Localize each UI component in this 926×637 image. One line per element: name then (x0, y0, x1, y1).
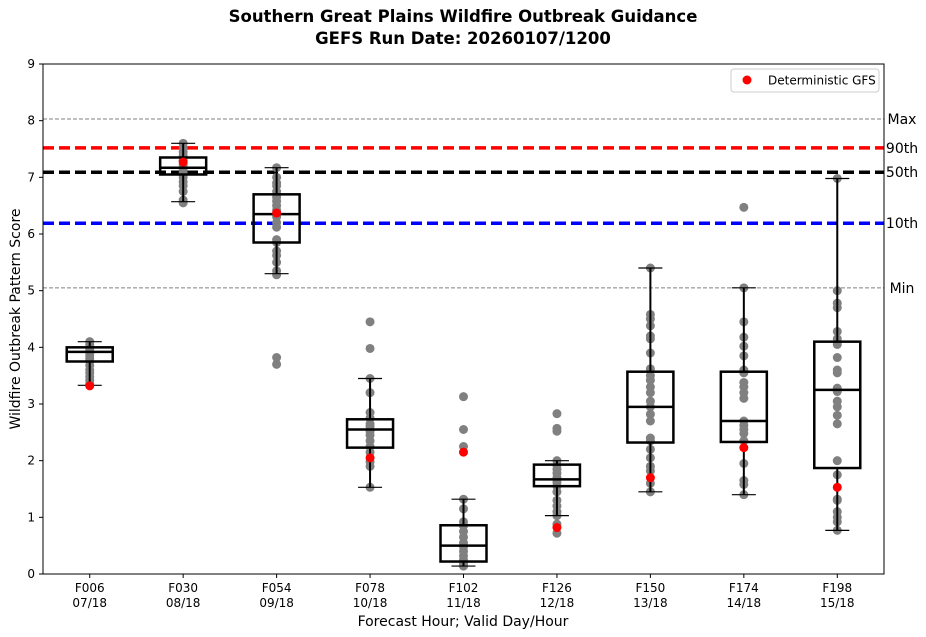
reference-label-max: Max (888, 112, 917, 128)
box-f006 (65, 337, 114, 391)
deterministic-gfs-point (459, 447, 468, 457)
ensemble-member-point (832, 402, 842, 412)
x-tick-label-valid: 07/18 (72, 596, 107, 610)
deterministic-gfs-point (552, 523, 562, 533)
x-tick-label-hour: F150 (635, 581, 665, 595)
ensemble-member-point (272, 222, 282, 232)
chart-subtitle: GEFS Run Date: 20260107/1200 (315, 29, 611, 48)
ensemble-member-point (832, 353, 842, 363)
ensemble-member-point (832, 387, 842, 397)
ensemble-member-point (365, 343, 375, 353)
reference-label-50th: 50th (886, 165, 918, 181)
x-tick-label-hour: F198 (822, 581, 852, 595)
y-tick-label: 8 (27, 114, 35, 128)
y-tick-label: 5 (27, 284, 35, 298)
box-iqr (439, 524, 488, 563)
ensemble-member-point (552, 426, 562, 436)
ensemble-member-point (459, 392, 468, 402)
box-f078 (345, 317, 395, 492)
box-f150 (626, 263, 675, 497)
ensemble-member-point (832, 419, 842, 429)
box-f198 (813, 173, 862, 535)
ensemble-member-point (832, 410, 842, 420)
y-tick-label: 3 (27, 397, 35, 411)
reference-label-min: Min (890, 281, 915, 297)
legend: Deterministic GFS (730, 68, 880, 93)
box-iqr (719, 370, 769, 444)
x-tick-label-valid: 13/18 (633, 596, 668, 610)
box-iqr (252, 193, 301, 244)
deterministic-gfs-point (272, 208, 282, 218)
legend-marker-deterministic (742, 75, 752, 85)
deterministic-gfs-point (739, 443, 749, 453)
box-iqr (813, 340, 862, 470)
box-f054 (252, 163, 301, 369)
x-axis-label: Forecast Hour; Valid Day/Hour (358, 614, 569, 630)
chart-title: Southern Great Plains Wildfire Outbreak … (229, 7, 698, 26)
legend-frame (730, 68, 880, 93)
y-tick-label: 4 (27, 340, 35, 354)
x-tick-label-valid: 10/18 (353, 596, 388, 610)
box-iqr (65, 346, 114, 363)
ensemble-member-point (739, 428, 749, 438)
deterministic-gfs-point (85, 381, 95, 391)
box-f102 (439, 392, 488, 571)
ensemble-member-point (459, 425, 468, 434)
ensemble-member-point (645, 416, 655, 426)
box-iqr (345, 418, 395, 449)
x-tick-label-valid: 15/18 (820, 596, 855, 610)
x-tick-label-hour: F078 (355, 581, 385, 595)
x-tick-label-hour: F054 (262, 581, 292, 595)
ensemble-member-point (739, 393, 749, 403)
x-tick-label-valid: 11/18 (446, 596, 481, 610)
reference-label-10th: 10th (886, 216, 918, 232)
ensemble-member-point (645, 388, 655, 398)
x-tick-label-hour: F174 (729, 581, 759, 595)
ensemble-member-point (552, 409, 562, 419)
ensemble-member-point (645, 375, 655, 385)
x-tick-label-valid: 08/18 (166, 596, 201, 610)
y-tick-label: 6 (27, 227, 35, 241)
ensemble-member-point (365, 317, 375, 327)
deterministic-gfs-point (832, 482, 842, 492)
y-tick-label: 7 (27, 170, 35, 184)
box-f126 (532, 409, 582, 538)
x-tick-label-valid: 14/18 (727, 596, 762, 610)
x-tick-label-hour: F006 (75, 581, 105, 595)
y-tick-label: 2 (27, 454, 35, 468)
box-iqr (158, 156, 208, 176)
legend-label-deterministic: Deterministic GFS (768, 74, 876, 88)
deterministic-gfs-point (178, 157, 188, 167)
y-tick-label: 9 (27, 57, 35, 71)
ensemble-member-point (832, 368, 842, 378)
ensemble-member-point (645, 409, 655, 419)
ensemble-member-point (832, 456, 842, 466)
box-f174 (719, 202, 769, 500)
deterministic-gfs-point (365, 453, 375, 463)
ensemble-member-point (272, 270, 282, 280)
deterministic-gfs-point (645, 473, 655, 483)
x-tick-label-valid: 09/18 (259, 596, 294, 610)
ensemble-member-point (739, 202, 749, 212)
ensemble-member-point (272, 353, 282, 363)
x-tick-label-hour: F102 (449, 581, 479, 595)
y-tick-label: 0 (27, 567, 35, 581)
x-tick-label-valid: 12/18 (540, 596, 575, 610)
box-iqr (532, 463, 582, 488)
y-tick-label: 1 (27, 510, 35, 524)
x-tick-label-hour: F126 (542, 581, 572, 595)
y-axis-label: Wildfire Outbreak Pattern Score (8, 208, 24, 429)
x-tick-label-hour: F030 (168, 581, 198, 595)
ensemble-member-point (272, 359, 282, 369)
box-f030 (158, 138, 208, 208)
reference-label-90th: 90th (886, 141, 918, 157)
ensemble-member-point (178, 198, 188, 208)
